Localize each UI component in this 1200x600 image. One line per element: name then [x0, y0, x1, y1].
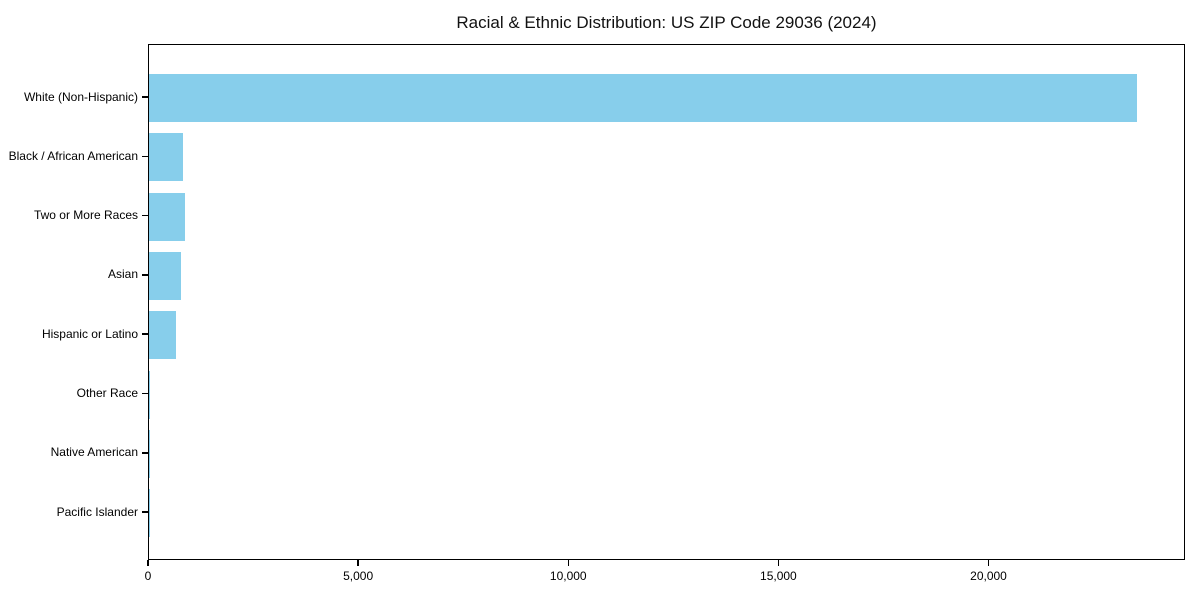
x-axis-tick-label: 20,000 [970, 569, 1007, 583]
bar-white-non-hispanic [149, 74, 1137, 122]
y-axis-category-label: Hispanic or Latino [41, 326, 138, 341]
y-axis-tick [142, 155, 148, 158]
x-axis-tick-label: 5,000 [343, 569, 374, 583]
y-axis-category-label: Asian [107, 267, 138, 282]
bar-asian [149, 251, 181, 300]
y-axis-category-label: White (Non-Hispanic) [23, 89, 138, 104]
x-axis-tick-label: 10,000 [549, 569, 587, 583]
y-axis-tick [142, 214, 148, 217]
y-axis-category-label: Other Race [76, 386, 138, 400]
bar-two-or-more-races [149, 192, 185, 241]
plot-area [148, 44, 1185, 560]
y-axis-category-label: Pacific Islander [56, 504, 138, 519]
bar-black-african-american [149, 133, 184, 182]
y-axis-tick [142, 96, 148, 98]
y-axis-tick [142, 333, 148, 335]
y-axis-category-label: Two or More Races [33, 208, 138, 223]
y-axis-category-label: Black / African American [8, 148, 138, 163]
chart-title: Racial & Ethnic Distribution: US ZIP Cod… [456, 13, 877, 32]
x-axis-tick [987, 560, 990, 566]
x-axis-tick-label: 15,000 [760, 569, 797, 583]
x-axis-tick [777, 560, 780, 566]
bar-other-race [149, 370, 151, 419]
y-axis-tick [142, 392, 148, 395]
x-axis-tick [147, 560, 149, 566]
x-axis-tick [357, 560, 359, 566]
y-axis-tick [142, 274, 148, 276]
bar-hispanic-or-latino [149, 311, 176, 360]
y-axis-tick [142, 511, 148, 513]
y-axis-tick [142, 452, 148, 454]
y-axis-category-label: Native American [50, 445, 138, 460]
x-axis-tick-label: 0 [144, 569, 152, 583]
x-axis-tick [567, 560, 569, 566]
